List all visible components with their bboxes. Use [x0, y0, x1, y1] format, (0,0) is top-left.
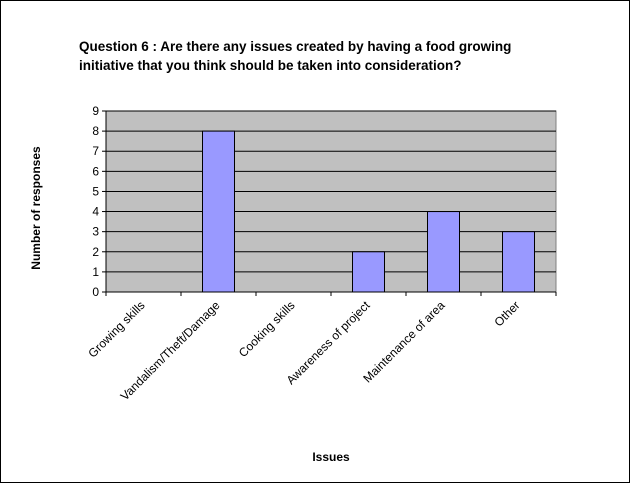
y-tick-label: 5 [92, 184, 99, 198]
y-tick-label: 1 [92, 265, 99, 279]
x-tick-label: Growing skills [85, 298, 147, 360]
chart-title: Question 6 : Are there any issues create… [79, 39, 512, 73]
bar [352, 251, 385, 293]
bar [202, 130, 235, 293]
y-tick-label: 8 [92, 124, 99, 138]
y-tick-label: 2 [92, 245, 99, 259]
x-tick-label: Maintenance of area [360, 298, 447, 385]
x-tick-label: Other [491, 298, 522, 329]
y-tick-label: 3 [92, 225, 99, 239]
y-tick-label: 9 [92, 104, 99, 118]
y-tick-label: 0 [92, 285, 99, 299]
x-tick-label: Awareness of project [284, 298, 373, 387]
bar [427, 211, 460, 293]
x-axis-label: Issues [312, 450, 350, 464]
plot-area [105, 110, 557, 293]
y-tick-label: 4 [92, 205, 99, 219]
y-tick-label: 6 [92, 164, 99, 178]
bar [502, 231, 535, 293]
y-tick-label: 7 [92, 144, 99, 158]
x-tick-label: Cooking skills [236, 298, 298, 360]
